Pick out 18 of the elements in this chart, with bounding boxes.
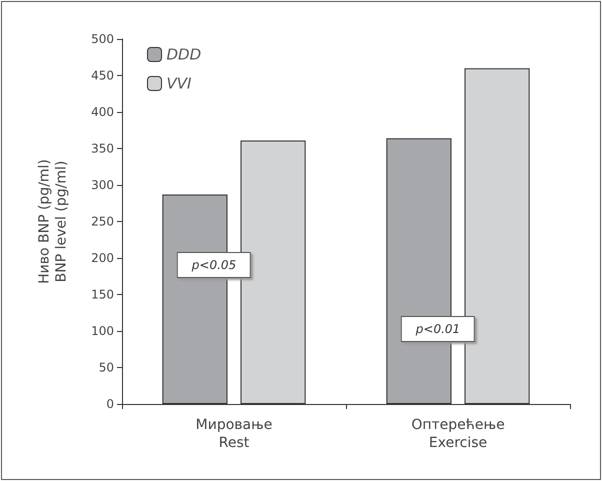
y-tick-label: 50 [98,360,114,374]
x-tick-label: Мировање Rest [196,417,272,451]
y-tick-label: 350 [91,142,114,156]
y-tick-label: 250 [91,214,114,228]
y-tick-label: 300 [91,178,114,192]
y-tick-label: 100 [91,324,114,338]
note-box: p<0.05 [176,252,252,278]
y-tick-label: 150 [91,288,114,302]
legend-label: VVI [166,74,192,92]
y-tick-label: 400 [91,105,114,119]
x-tick-label: Оптерећење Exercise [411,417,505,451]
y-tick-label: 200 [91,251,114,265]
y-tick-label: 450 [91,68,114,82]
note-box: p<0.01 [400,316,476,342]
y-axis-title: Ниво BNP (pg/ml) BNP level (pg/ml) [36,159,70,284]
y-tick-label: 500 [91,32,114,46]
legend-label: DDD [166,46,202,64]
y-tick-label: 0 [106,397,114,411]
